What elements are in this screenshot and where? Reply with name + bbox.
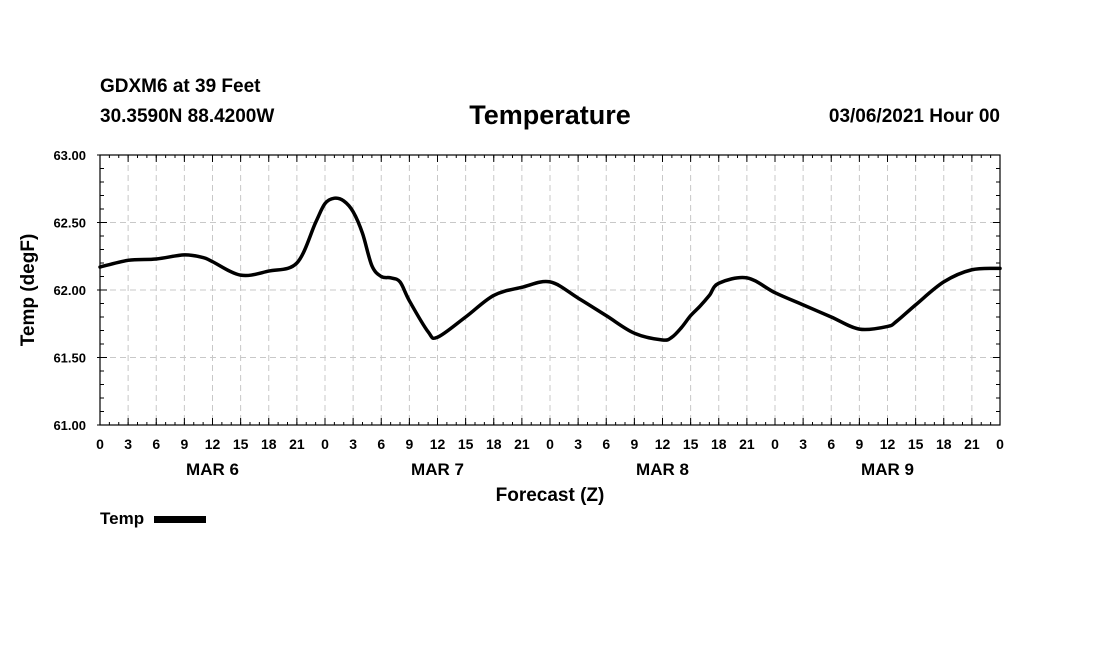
y-tick-label: 61.50 [53,351,86,366]
x-tick-label: 12 [655,436,671,452]
x-tick-label: 3 [124,436,132,452]
x-tick-label: 0 [96,436,104,452]
x-tick-label: 21 [964,436,980,452]
x-tick-label: 0 [996,436,1004,452]
x-tick-label: 6 [827,436,835,452]
day-label: MAR 6 [186,460,239,479]
x-tick-label: 12 [205,436,221,452]
legend-label-temp: Temp [100,509,145,528]
plot-frame [99,154,1001,426]
legend: Temp [100,509,207,529]
x-tick-label: 6 [377,436,385,452]
x-tick-label: 9 [180,436,188,452]
station-label: GDXM6 at 39 Feet [100,76,261,97]
day-label: MAR 9 [861,460,914,479]
y-tick-label: 62.00 [53,283,86,298]
x-tick-label: 18 [711,436,727,452]
legend-swatch-temp [154,515,207,523]
x-tick-label: 9 [630,436,638,452]
x-tick-label: 9 [855,436,863,452]
y-tick-label: 63.00 [53,148,86,163]
x-tick-label: 3 [574,436,582,452]
x-tick-label: 18 [486,436,502,452]
x-tick-label: 3 [799,436,807,452]
y-tick-label: 62.50 [53,216,86,231]
x-tick-label: 21 [514,436,530,452]
coordinates-label: 30.3590N 88.4200W [100,106,275,127]
x-axis-title: Forecast (Z) [496,485,605,506]
x-tick-label: 12 [880,436,896,452]
x-tick-label: 21 [739,436,755,452]
x-tick-label: 3 [349,436,357,452]
x-tick-label: 0 [321,436,329,452]
x-tick-label: 15 [908,436,924,452]
y-axis-title: Temp (degF) [18,234,39,347]
x-tick-label: 6 [602,436,610,452]
x-tick-label: 6 [152,436,160,452]
x-tick-label: 15 [683,436,699,452]
x-tick-label: 0 [771,436,779,452]
x-tick-label: 9 [405,436,413,452]
x-tick-label: 15 [458,436,474,452]
x-tick-label: 18 [936,436,952,452]
day-label: MAR 7 [411,460,464,479]
x-tick-label: 15 [233,436,249,452]
chart-title: Temperature [469,100,631,130]
x-tick-label: 21 [289,436,305,452]
series-line-temp [98,196,1002,342]
x-tick-label: 18 [261,436,277,452]
y-tick-label: 61.00 [53,418,86,433]
x-tick-label: 12 [430,436,446,452]
day-label: MAR 8 [636,460,689,479]
forecast-datetime: 03/06/2021 Hour 00 [828,106,1000,127]
x-tick-label: 0 [546,436,554,452]
